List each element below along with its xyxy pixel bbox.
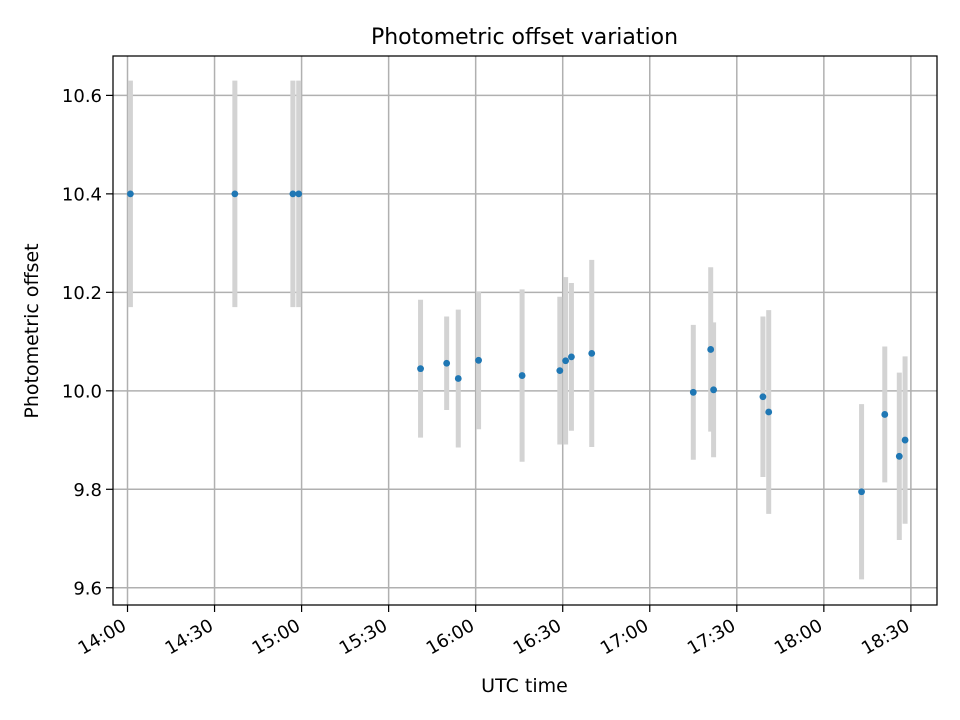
data-point (417, 365, 424, 373)
error-bars (127, 80, 908, 580)
data-point (518, 372, 526, 379)
data-point (710, 386, 717, 394)
data-point (568, 353, 575, 361)
x-tick-label: 16:30 (510, 615, 565, 659)
y-tick-label: 10.0 (62, 381, 102, 402)
x-tick-label: 15:30 (336, 615, 391, 659)
data-point (295, 190, 303, 198)
data-point (588, 349, 596, 357)
y-axis-label: Photometric offset (21, 243, 43, 418)
grid (113, 56, 937, 605)
y-tick-label: 10.6 (62, 86, 102, 107)
y-tick-label: 9.8 (73, 480, 102, 501)
x-tick-label: 14:30 (162, 615, 217, 659)
x-tick-label: 17:30 (684, 615, 739, 659)
data-points (127, 190, 909, 496)
plot-frame (112, 55, 938, 606)
data-point (759, 393, 767, 401)
data-point (707, 346, 715, 353)
y-tick-label: 9.6 (73, 578, 102, 599)
chart-title: Photometric offset variation (371, 25, 678, 50)
y-tick-label: 10.4 (62, 184, 102, 205)
data-point (765, 408, 773, 416)
data-point (562, 357, 570, 365)
x-axis-ticks: 14:00 14:30 15:00 15:30 16:00 16:30 17:00 17:30… (75, 605, 913, 659)
data-point (454, 375, 462, 382)
data-point (289, 190, 297, 198)
y-axis-ticks: 9.6 9.8 10.0 10.2 10.4 10.6 (62, 86, 113, 599)
x-tick-label: 18:00 (771, 615, 826, 659)
data-point (858, 488, 865, 496)
data-point (556, 367, 564, 375)
data-point (443, 359, 451, 367)
x-tick-label: 15:00 (249, 615, 304, 659)
data-point (901, 436, 909, 444)
x-tick-label: 17:00 (597, 615, 652, 659)
data-point (689, 388, 697, 396)
data-point (127, 190, 134, 198)
x-tick-label: 18:30 (858, 615, 913, 659)
x-tick-label: 16:00 (423, 615, 478, 659)
x-axis-label: UTC time (481, 675, 568, 697)
data-point (231, 190, 239, 198)
y-tick-label: 10.2 (62, 283, 102, 304)
data-point (881, 411, 889, 418)
data-point (475, 356, 482, 364)
data-point (895, 452, 903, 460)
x-tick-label: 14:00 (75, 615, 130, 659)
